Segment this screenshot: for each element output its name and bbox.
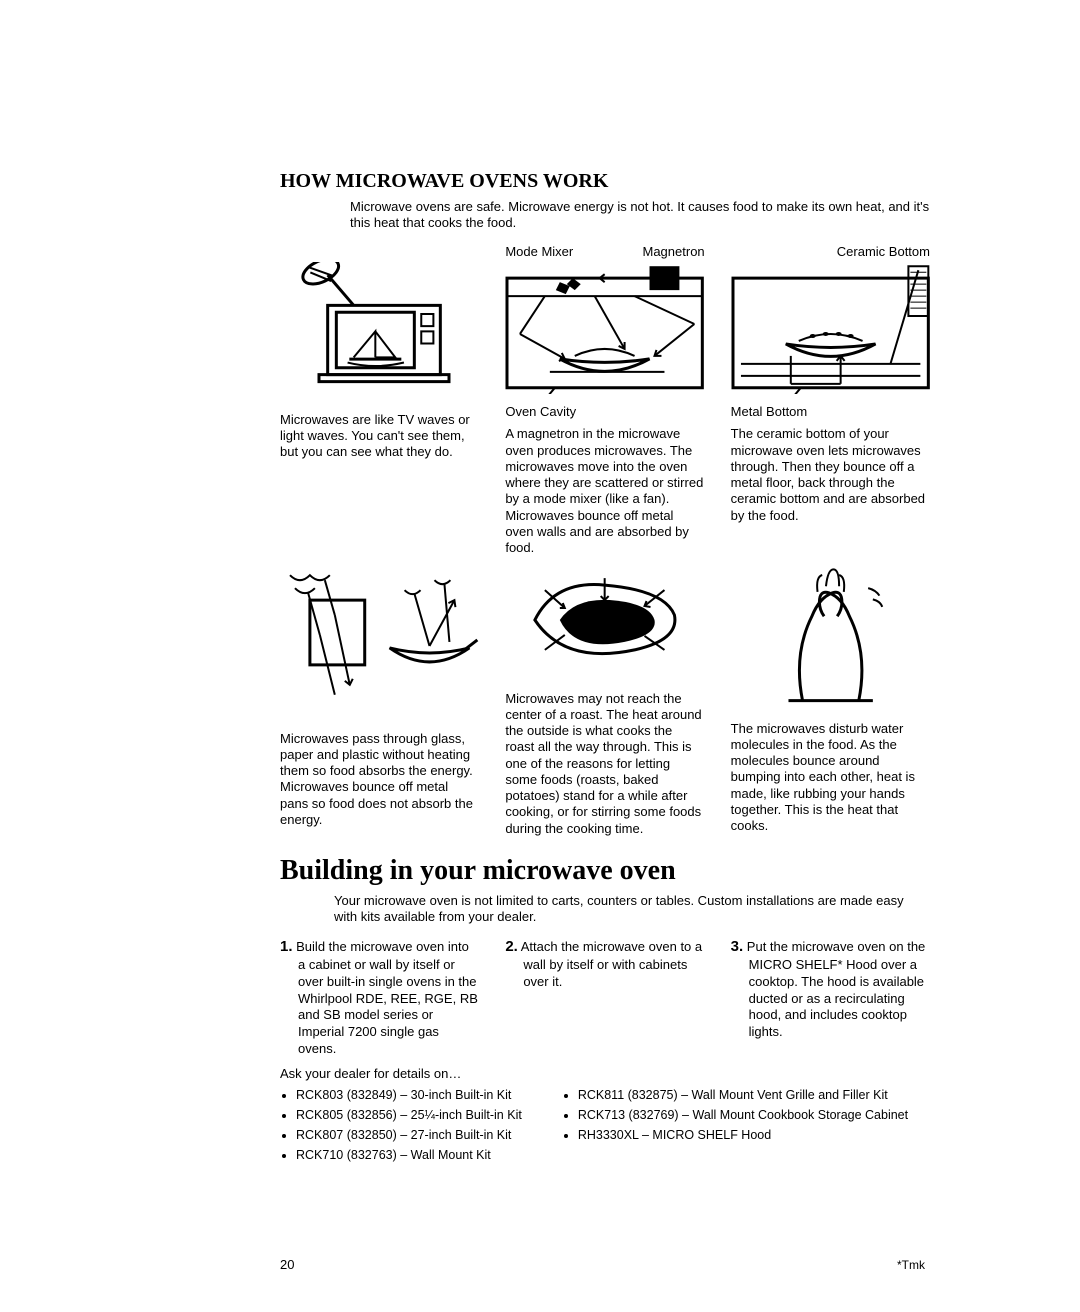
how-works-row-2: Microwaves pass through glass, paper and… (280, 560, 930, 837)
kit-item: RCK713 (832769) – Wall Mount Cookbook St… (578, 1105, 908, 1125)
label-oven-cavity: Oven Cavity (505, 404, 704, 420)
oven-cavity-drawing (505, 264, 704, 394)
step-2-text: Attach the microwave oven to a wall by i… (521, 939, 702, 988)
section-intro: Microwave ovens are safe. Microwave ener… (350, 199, 930, 232)
col2-p2: Microwaves may not reach the center of a… (505, 691, 704, 837)
col3-p1: The ceramic bottom of your microwave ove… (731, 426, 930, 524)
kit-item: RH3330XL – MICRO SHELF Hood (578, 1125, 908, 1145)
hands-drawing (731, 560, 930, 710)
step-1-text: Build the microwave oven into a cabinet … (296, 939, 478, 1056)
kit-item: RCK710 (832763) – Wall Mount Kit (296, 1145, 522, 1165)
label-metal-bottom: Metal Bottom (731, 404, 930, 420)
kits-right: RCK811 (832875) – Wall Mount Vent Grille… (562, 1085, 908, 1165)
col-2: Mode Mixer Magnetron (505, 244, 704, 557)
col-1b: Microwaves pass through glass, paper and… (280, 560, 479, 837)
roast-drawing (505, 560, 704, 670)
ceramic-bottom-drawing (731, 264, 930, 394)
step-2: 2. Attach the microwave oven to a wall b… (505, 937, 704, 1058)
col-3b: The microwaves disturb water molecules i… (731, 560, 930, 837)
label-magnetron: Magnetron (643, 244, 705, 260)
step-3-num: 3. (731, 938, 744, 955)
kits-left: RCK803 (832849) – 30-inch Built-in Kit R… (280, 1085, 522, 1165)
kit-item: RCK803 (832849) – 30-inch Built-in Kit (296, 1085, 522, 1105)
step-1: 1. Build the microwave oven into a cabin… (280, 937, 479, 1058)
trademark-note: *Tmk (897, 1258, 925, 1272)
tv-drawing (280, 262, 479, 392)
col-1: Microwaves are like TV waves or light wa… (280, 244, 479, 557)
col3-p2: The microwaves disturb water molecules i… (731, 721, 930, 835)
steps-row: 1. Build the microwave oven into a cabin… (280, 937, 930, 1058)
col1-p2: Microwaves pass through glass, paper and… (280, 731, 479, 829)
step-1-num: 1. (280, 938, 293, 955)
kit-item: RCK805 (832856) – 25¼-inch Built-in Kit (296, 1105, 522, 1125)
col1-p1: Microwaves are like TV waves or light wa… (280, 412, 479, 461)
col-2b: Microwaves may not reach the center of a… (505, 560, 704, 837)
label-mode-mixer: Mode Mixer (505, 244, 573, 260)
step-2-num: 2. (505, 938, 518, 955)
section2-intro: Your microwave oven is not limited to ca… (334, 893, 930, 926)
glass-metal-drawing (280, 560, 479, 710)
ask-dealer: Ask your dealer for details on… (280, 1066, 930, 1081)
kits-lists: RCK803 (832849) – 30-inch Built-in Kit R… (280, 1085, 930, 1165)
step-3-text: Put the microwave oven on the MICRO SHEL… (747, 939, 926, 1039)
step-3: 3. Put the microwave oven on the MICRO S… (731, 937, 930, 1058)
kit-item: RCK811 (832875) – Wall Mount Vent Grille… (578, 1085, 908, 1105)
section2-title: Building in your microwave oven (280, 855, 930, 887)
page-number: 20 (280, 1257, 294, 1272)
col2-p1: A magnetron in the microwave oven produc… (505, 426, 704, 556)
section-title: HOW MICROWAVE OVENS WORK (280, 170, 930, 193)
label-ceramic-bottom: Ceramic Bottom (837, 244, 930, 260)
kit-item: RCK807 (832850) – 27-inch Built-in Kit (296, 1125, 522, 1145)
how-works-row-1: Microwaves are like TV waves or light wa… (280, 244, 930, 557)
col-3: Ceramic Bottom (731, 244, 930, 557)
